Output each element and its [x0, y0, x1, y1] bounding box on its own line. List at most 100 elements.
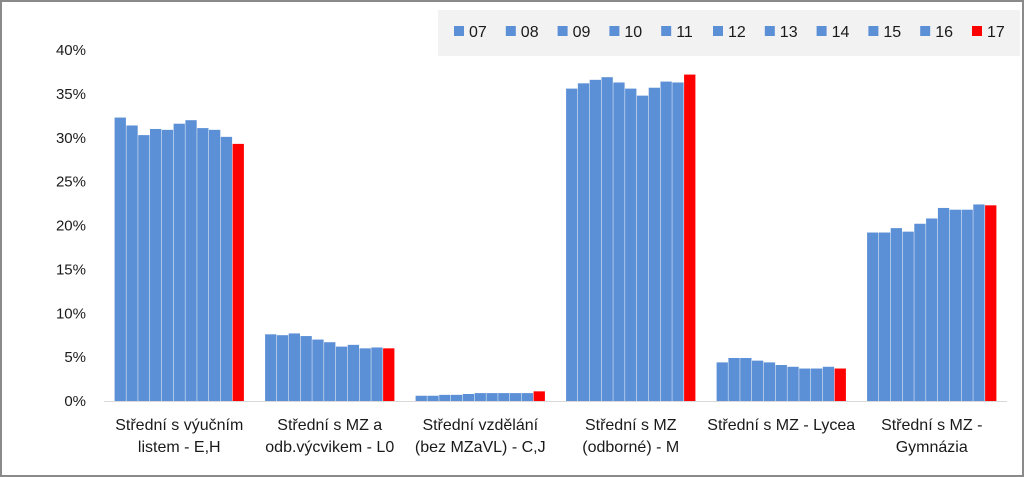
bar-17-cat-1: [383, 348, 395, 401]
legend-swatch-15: [868, 26, 879, 36]
bar-14-cat-1: [347, 344, 359, 401]
bar-13-cat-0: [185, 120, 197, 401]
bar-08-cat-0: [126, 125, 138, 401]
bar-09-cat-2: [439, 394, 451, 401]
bar-12-cat-0: [173, 123, 185, 402]
bar-09-cat-5: [890, 228, 902, 401]
legend-label: 13: [780, 24, 798, 41]
bar-15-cat-2: [510, 393, 522, 401]
bar-16-cat-1: [371, 347, 383, 401]
bar-14-cat-0: [197, 128, 209, 401]
legend-label: 08: [521, 24, 539, 41]
bar-08-cat-1: [276, 335, 289, 401]
bar-09-cat-0: [138, 135, 150, 401]
bar-16-cat-3: [672, 82, 684, 401]
legend-label: 10: [624, 24, 642, 41]
bar-17-cat-0: [232, 143, 244, 401]
bar-11-cat-2: [462, 393, 475, 401]
bar-15-cat-3: [660, 81, 672, 401]
bar-08-cat-2: [427, 395, 439, 401]
category-label: listem - E,H: [138, 439, 221, 456]
bar-17-cat-3: [684, 74, 696, 401]
bar-13-cat-4: [787, 366, 799, 401]
legend-swatch-10: [609, 26, 620, 36]
bar-09-cat-3: [589, 79, 601, 401]
bar-07-cat-1: [265, 334, 277, 401]
y-tick-label: 10%: [56, 305, 86, 322]
y-tick-label: 20%: [56, 218, 86, 235]
bar-11-cat-0: [161, 129, 174, 401]
legend-swatch-17: [972, 26, 982, 36]
legend-swatch-11: [661, 26, 672, 36]
bar-17-cat-4: [834, 368, 846, 401]
bar-11-cat-5: [914, 223, 926, 401]
bar-13-cat-5: [937, 207, 950, 401]
legend-swatch-12: [713, 26, 723, 36]
bar-12-cat-3: [625, 88, 637, 402]
bar-08-cat-4: [728, 358, 740, 401]
bar-11-cat-4: [763, 362, 776, 401]
category-label: Střední s MZ a: [277, 417, 382, 434]
bar-15-cat-1: [359, 348, 371, 401]
bar-13-cat-3: [636, 95, 649, 401]
bar-09-cat-4: [740, 358, 752, 401]
legend-swatch-16: [920, 26, 931, 36]
y-tick-label: 35%: [56, 86, 86, 103]
bar-07-cat-5: [867, 232, 879, 401]
bar-11-cat-3: [613, 82, 625, 401]
legend-swatch-13: [764, 26, 775, 36]
category-label: (odborné) - M: [582, 439, 679, 456]
bar-07-cat-2: [415, 395, 427, 401]
category-label: Gymnázia: [896, 439, 968, 456]
legend-swatch-14: [816, 26, 827, 36]
category-label: Střední s výučním: [115, 417, 243, 434]
legend-label: 14: [832, 24, 850, 41]
legend-label: 15: [883, 24, 901, 41]
category-label: Střední s MZ -: [881, 417, 982, 434]
category-label: Střední s MZ - Lycea: [707, 417, 855, 434]
bar-12-cat-2: [474, 393, 486, 401]
bar-14-cat-2: [498, 393, 510, 401]
bar-13-cat-1: [335, 346, 348, 401]
bar-12-cat-5: [926, 218, 938, 401]
category-label: (bez MZaVL) - C,J: [415, 439, 546, 456]
bar-07-cat-4: [716, 362, 728, 401]
bar-17-cat-5: [985, 205, 997, 401]
bar-15-cat-4: [811, 368, 823, 401]
category-label: Střední s MZ: [585, 417, 677, 434]
legend-label: 11: [676, 24, 693, 41]
y-tick-label: 40%: [56, 42, 86, 59]
legend-label: 07: [469, 24, 487, 41]
bar-16-cat-4: [822, 366, 835, 401]
bar-13-cat-2: [486, 393, 498, 401]
bar-10-cat-4: [752, 360, 764, 401]
bar-08-cat-3: [577, 83, 590, 401]
bar-08-cat-5: [878, 232, 891, 401]
bar-07-cat-0: [114, 117, 126, 401]
bar-16-cat-0: [220, 136, 233, 401]
category-label: Střední vzdělání: [422, 417, 538, 434]
legend-label: 16: [935, 24, 953, 41]
y-tick-label: 30%: [56, 130, 86, 147]
bar-10-cat-3: [601, 77, 613, 401]
bar-16-cat-2: [521, 393, 534, 401]
bar-12-cat-4: [775, 365, 787, 401]
legend-label: 09: [573, 24, 591, 41]
bar-07-cat-3: [566, 88, 578, 402]
bar-10-cat-2: [451, 394, 463, 401]
bar-16-cat-5: [973, 204, 985, 401]
y-tick-label: 25%: [56, 174, 86, 191]
category-label: odb.výcvikem - L0: [265, 439, 394, 456]
legend-swatch-08: [505, 26, 516, 36]
legend-swatch-09: [557, 26, 568, 36]
bar-14-cat-4: [799, 368, 811, 401]
bar-17-cat-2: [533, 391, 545, 401]
bar-14-cat-5: [949, 209, 961, 401]
bar-15-cat-5: [961, 209, 973, 401]
y-tick-label: 5%: [64, 349, 86, 366]
y-tick-label: 0%: [64, 393, 86, 410]
bar-10-cat-0: [150, 128, 162, 401]
legend-label: 12: [728, 24, 746, 41]
